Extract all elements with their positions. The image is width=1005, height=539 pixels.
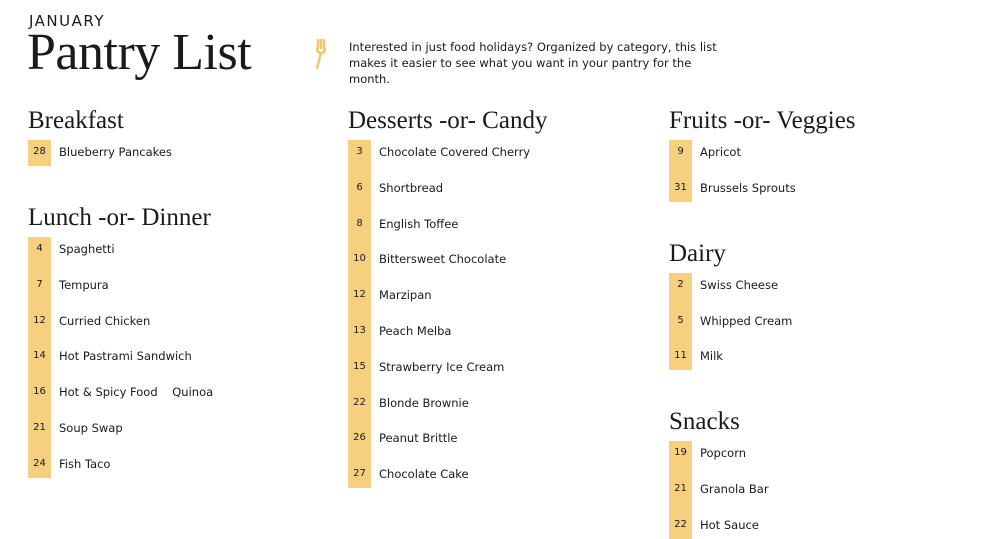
section-heading: Desserts -or- Candy bbox=[348, 107, 548, 134]
day-number: 3 bbox=[356, 146, 363, 157]
description: Interested in just food holidays? Organi… bbox=[349, 40, 717, 86]
section-heading: Snacks bbox=[669, 408, 740, 436]
item-name: Peanut Brittle bbox=[379, 431, 458, 446]
day-strip bbox=[669, 441, 692, 539]
item-name: Apricot bbox=[700, 145, 741, 159]
day-number: 6 bbox=[356, 181, 363, 193]
day-strip bbox=[348, 140, 371, 489]
item-name: Tempura bbox=[59, 277, 109, 292]
page: {"header": {"month": "JANUARY", "title":… bbox=[27, 12, 856, 539]
day-number: 4 bbox=[36, 243, 43, 254]
day-number: 12 bbox=[353, 289, 366, 301]
day-number: 15 bbox=[353, 360, 366, 372]
day-number: 22 bbox=[353, 396, 366, 408]
section-heading: Fruits -or- Veggies bbox=[669, 107, 856, 134]
day-number: 28 bbox=[33, 146, 46, 157]
item-name: Blonde Brownie bbox=[379, 395, 469, 410]
day-number: 26 bbox=[353, 432, 366, 444]
day-number: 12 bbox=[33, 314, 46, 326]
day-number: 19 bbox=[674, 447, 687, 459]
item-name: Swiss Cheese bbox=[700, 277, 779, 292]
item-name: Milk bbox=[700, 349, 723, 364]
item-name: Hot Sauce bbox=[700, 518, 759, 532]
day-number: 9 bbox=[677, 146, 684, 157]
day-number: 24 bbox=[33, 457, 46, 469]
day-number: 31 bbox=[674, 181, 687, 193]
item-name: Brussels Sprouts bbox=[700, 180, 796, 195]
day-number: 2 bbox=[677, 278, 684, 290]
fork-icon bbox=[315, 38, 327, 70]
day-number: 27 bbox=[353, 468, 366, 480]
item-name: Bittersweet Chocolate bbox=[379, 252, 507, 267]
day-number: 13 bbox=[353, 325, 366, 336]
day-number: 22 bbox=[674, 519, 687, 530]
section-heading: Dairy bbox=[669, 239, 726, 267]
day-number: 21 bbox=[674, 483, 687, 495]
day-number: 14 bbox=[33, 350, 46, 362]
day-strip bbox=[669, 272, 692, 371]
item-name: Chocolate Cake bbox=[379, 467, 469, 482]
item-name: Fish Taco bbox=[59, 456, 111, 471]
day-strip bbox=[28, 237, 51, 478]
item-name: Whipped Cream bbox=[700, 313, 793, 328]
item-name: Curried Chicken bbox=[59, 313, 151, 328]
item-name: Strawberry Ice Cream bbox=[379, 359, 505, 374]
item-name: English Toffee bbox=[379, 216, 459, 231]
day-strip bbox=[28, 140, 51, 166]
item-name: Granola Bar bbox=[700, 482, 769, 497]
day-strip bbox=[669, 140, 692, 202]
section-heading: Breakfast bbox=[28, 107, 124, 134]
page-title: Pantry List bbox=[27, 24, 252, 81]
item-name: Hot & Spicy Food Quinoa bbox=[59, 385, 214, 400]
day-number: 8 bbox=[356, 217, 363, 229]
day-number: 16 bbox=[33, 386, 46, 398]
item-name: Marzipan bbox=[379, 288, 432, 303]
day-number: 5 bbox=[677, 314, 684, 326]
item-name: Chocolate Covered Cherry bbox=[379, 145, 531, 159]
section-heading: Lunch -or- Dinner bbox=[28, 204, 211, 231]
day-number: 10 bbox=[353, 253, 366, 265]
item-name: Spaghetti bbox=[59, 242, 115, 256]
day-number: 21 bbox=[33, 422, 46, 433]
item-name: Shortbread bbox=[379, 180, 444, 195]
item-name: Popcorn bbox=[700, 446, 747, 461]
item-name: Peach Melba bbox=[379, 324, 452, 338]
month: JANUARY bbox=[29, 12, 106, 30]
day-number: 7 bbox=[36, 278, 43, 290]
item-name: Soup Swap bbox=[59, 421, 123, 435]
day-number: 11 bbox=[674, 350, 687, 362]
item-name: Blueberry Pancakes bbox=[59, 145, 172, 159]
item-name: Hot Pastrami Sandwich bbox=[59, 349, 192, 364]
